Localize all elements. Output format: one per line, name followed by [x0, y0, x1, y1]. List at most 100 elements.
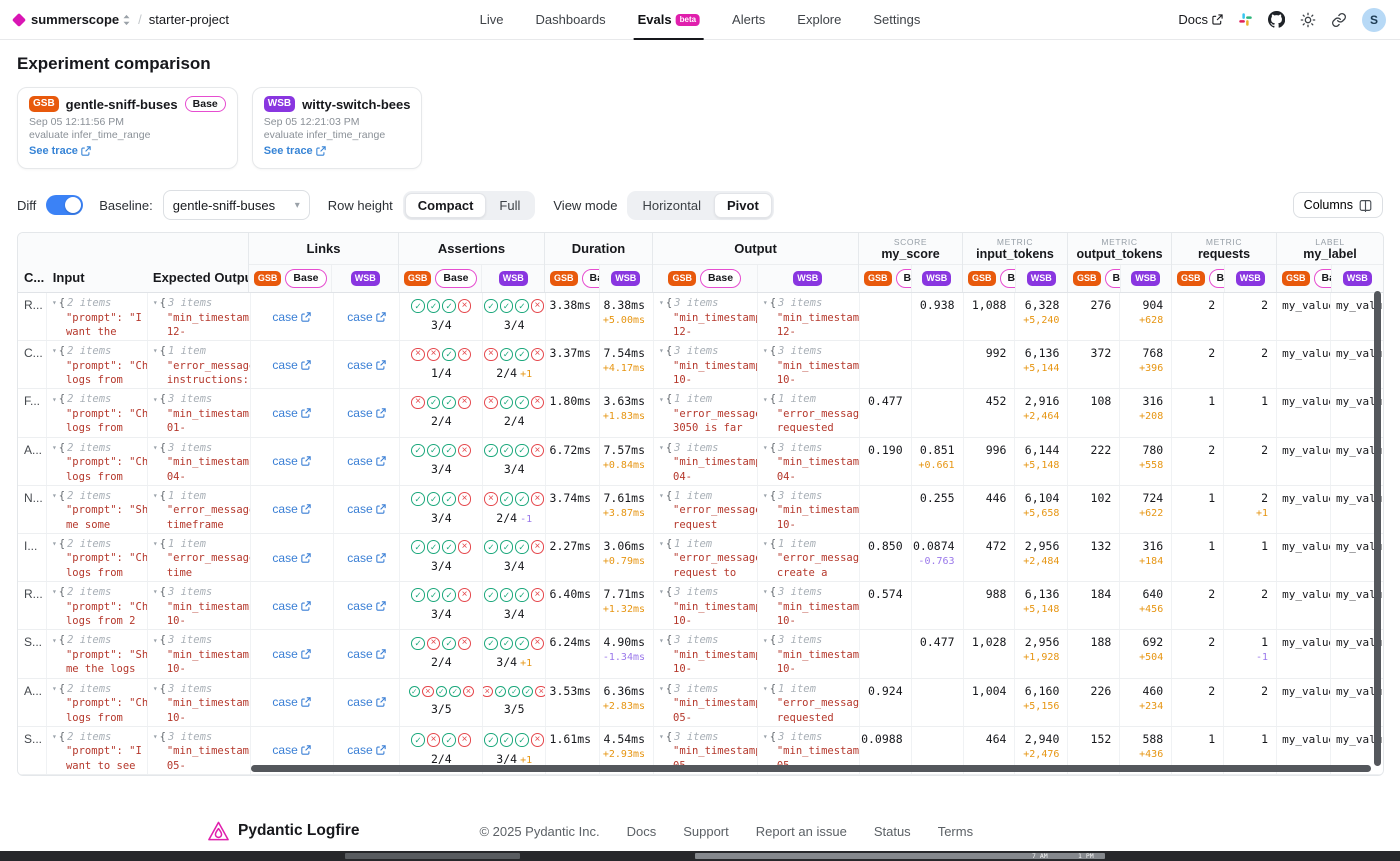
expand-icon[interactable]: ▾ — [51, 491, 57, 500]
json-preview-cell[interactable]: ▾{1 item "error_message instructions: — [146, 341, 250, 389]
expand-icon[interactable]: ▾ — [659, 539, 664, 549]
tab-dashboards[interactable]: Dashboards — [524, 0, 618, 40]
json-preview-cell[interactable]: ▾{3 items "min_timestamp 04- — [653, 437, 757, 485]
expand-icon[interactable]: ▾ — [762, 731, 768, 741]
docs-link[interactable]: Docs — [1178, 12, 1223, 27]
expand-icon[interactable]: ▾ — [762, 635, 768, 645]
json-preview-cell[interactable]: ▾{1 item "error_message requested — [756, 389, 859, 437]
case-link[interactable]: case — [272, 743, 311, 757]
json-preview-cell[interactable]: ▾{3 items "min_timestamp 10- — [653, 341, 757, 389]
expand-icon[interactable]: ▾ — [762, 346, 768, 356]
json-preview-cell[interactable]: ▾{1 item "error_message time — [146, 533, 250, 582]
expand-icon[interactable]: ▾ — [51, 442, 57, 452]
share-link-icon[interactable] — [1331, 12, 1347, 28]
theme-sun-icon[interactable] — [1300, 12, 1316, 28]
case-name-cell[interactable]: R... — [18, 582, 46, 629]
see-trace-link[interactable]: See trace — [264, 145, 326, 157]
user-avatar[interactable]: S — [1362, 7, 1386, 32]
case-link[interactable]: case — [272, 647, 311, 661]
tab-alerts[interactable]: Alerts — [720, 0, 777, 40]
row-height-full[interactable]: Full — [486, 193, 533, 218]
diff-toggle[interactable] — [46, 195, 84, 215]
expand-icon[interactable]: ▾ — [152, 539, 158, 549]
json-preview-cell[interactable]: ▾{3 items "min_timestamp 10- — [756, 485, 859, 533]
expand-icon[interactable]: ▾ — [659, 683, 664, 693]
json-preview-cell[interactable]: ▾{3 items "min_timestamp 04- — [756, 437, 859, 485]
footer-link-docs[interactable]: Docs — [626, 823, 657, 839]
json-preview-cell[interactable]: ▾{3 items "min_timestamp 10- — [146, 630, 250, 678]
case-link[interactable]: case — [272, 358, 311, 372]
expand-icon[interactable]: ▾ — [762, 491, 768, 500]
case-link[interactable]: case — [272, 551, 311, 565]
case-link[interactable]: case — [347, 358, 386, 372]
expand-icon[interactable]: ▾ — [152, 346, 158, 356]
json-preview-cell[interactable]: ▾{2 items "prompt": "Ch logs from — [45, 678, 147, 726]
expand-icon[interactable]: ▾ — [152, 298, 158, 308]
case-name-cell[interactable]: A... — [18, 438, 46, 485]
expand-icon[interactable]: ▾ — [659, 346, 664, 356]
json-preview-cell[interactable]: ▾{3 items "min_timestamp 10- — [756, 630, 859, 678]
case-link[interactable]: case — [347, 599, 386, 613]
expand-icon[interactable]: ▾ — [762, 394, 768, 404]
json-preview-cell[interactable]: ▾{3 items "min_timestamp 04- — [146, 437, 250, 485]
case-link[interactable]: case — [272, 599, 311, 613]
json-preview-cell[interactable]: ▾{3 items "min_timestamp 12- — [756, 293, 859, 341]
expand-icon[interactable]: ▾ — [51, 298, 57, 308]
expand-icon[interactable]: ▾ — [51, 635, 57, 645]
json-preview-cell[interactable]: ▾{2 items "prompt": "Ch logs from — [45, 437, 147, 485]
expand-icon[interactable]: ▾ — [51, 394, 57, 404]
case-name-cell[interactable]: A... — [18, 679, 46, 726]
expand-icon[interactable]: ▾ — [659, 635, 664, 645]
json-preview-cell[interactable]: ▾{1 item "error_message timeframe — [146, 485, 250, 533]
json-preview-cell[interactable]: ▾{2 items "prompt": "Ch logs from — [45, 533, 147, 582]
json-preview-cell[interactable]: ▾{3 items "min_timestamp 10- — [146, 582, 250, 630]
expand-icon[interactable]: ▾ — [762, 539, 768, 549]
case-name-cell[interactable]: F... — [18, 389, 46, 436]
case-name-cell[interactable]: N... — [18, 486, 46, 533]
tab-settings[interactable]: Settings — [861, 0, 932, 40]
vertical-scrollbar[interactable] — [1374, 291, 1381, 766]
expand-icon[interactable]: ▾ — [152, 635, 158, 645]
expand-icon[interactable]: ▾ — [152, 587, 158, 597]
expand-icon[interactable]: ▾ — [152, 683, 158, 693]
expand-icon[interactable]: ▾ — [659, 587, 664, 597]
expand-icon[interactable]: ▾ — [659, 298, 664, 308]
view-mode-pivot[interactable]: Pivot — [713, 192, 772, 218]
json-preview-cell[interactable]: ▾{2 items "prompt": "Sh me the logs — [45, 630, 147, 678]
expand-icon[interactable]: ▾ — [51, 683, 57, 693]
org-switcher[interactable]: summerscope — [31, 12, 131, 27]
footer-link-status[interactable]: Status — [873, 823, 911, 839]
case-name-cell[interactable]: S... — [18, 630, 46, 677]
footer-link-support[interactable]: Support — [683, 823, 729, 839]
json-preview-cell[interactable]: ▾{2 items "prompt": "Sh me some — [45, 485, 147, 533]
json-preview-cell[interactable]: ▾{1 item "error_message create a — [756, 533, 859, 582]
case-link[interactable]: case — [347, 406, 386, 420]
json-preview-cell[interactable]: ▾{3 items "min_timestamp 10- — [653, 582, 757, 630]
json-preview-cell[interactable]: ▾{2 items "prompt": "I want to see — [45, 726, 147, 774]
expand-icon[interactable]: ▾ — [152, 394, 158, 404]
case-link[interactable]: case — [347, 310, 386, 324]
case-name-cell[interactable]: S... — [18, 727, 46, 774]
expand-icon[interactable]: ▾ — [51, 346, 57, 356]
json-preview-cell[interactable]: ▾{3 items "min_timestamp 10- — [653, 630, 757, 678]
footer-link-report[interactable]: Report an issue — [755, 823, 847, 839]
json-preview-cell[interactable]: ▾{1 item "error_message request to — [653, 533, 757, 582]
expand-icon[interactable]: ▾ — [659, 731, 664, 741]
case-link[interactable]: case — [347, 647, 386, 661]
expand-icon[interactable]: ▾ — [659, 442, 664, 452]
json-preview-cell[interactable]: ▾{3 items "min_timestamp 12- — [146, 293, 250, 341]
json-preview-cell[interactable]: ▾{3 items "min_timestamp 01- — [146, 389, 250, 437]
expand-icon[interactable]: ▾ — [762, 587, 768, 597]
experiment-card-gsb[interactable]: GSB gentle-sniff-buses Base Sep 05 12:11… — [17, 87, 238, 169]
tab-live[interactable]: Live — [468, 0, 516, 40]
row-height-compact[interactable]: Compact — [404, 192, 487, 218]
case-link[interactable]: case — [272, 695, 311, 709]
json-preview-cell[interactable]: ▾{1 item "error_message 3050 is far — [653, 389, 757, 437]
expand-icon[interactable]: ▾ — [659, 394, 664, 404]
expand-icon[interactable]: ▾ — [152, 491, 158, 500]
json-preview-cell[interactable]: ▾{3 items "min_timestamp 12- — [653, 293, 757, 341]
json-preview-cell[interactable]: ▾{3 items "min_timestamp 10- — [756, 341, 859, 389]
